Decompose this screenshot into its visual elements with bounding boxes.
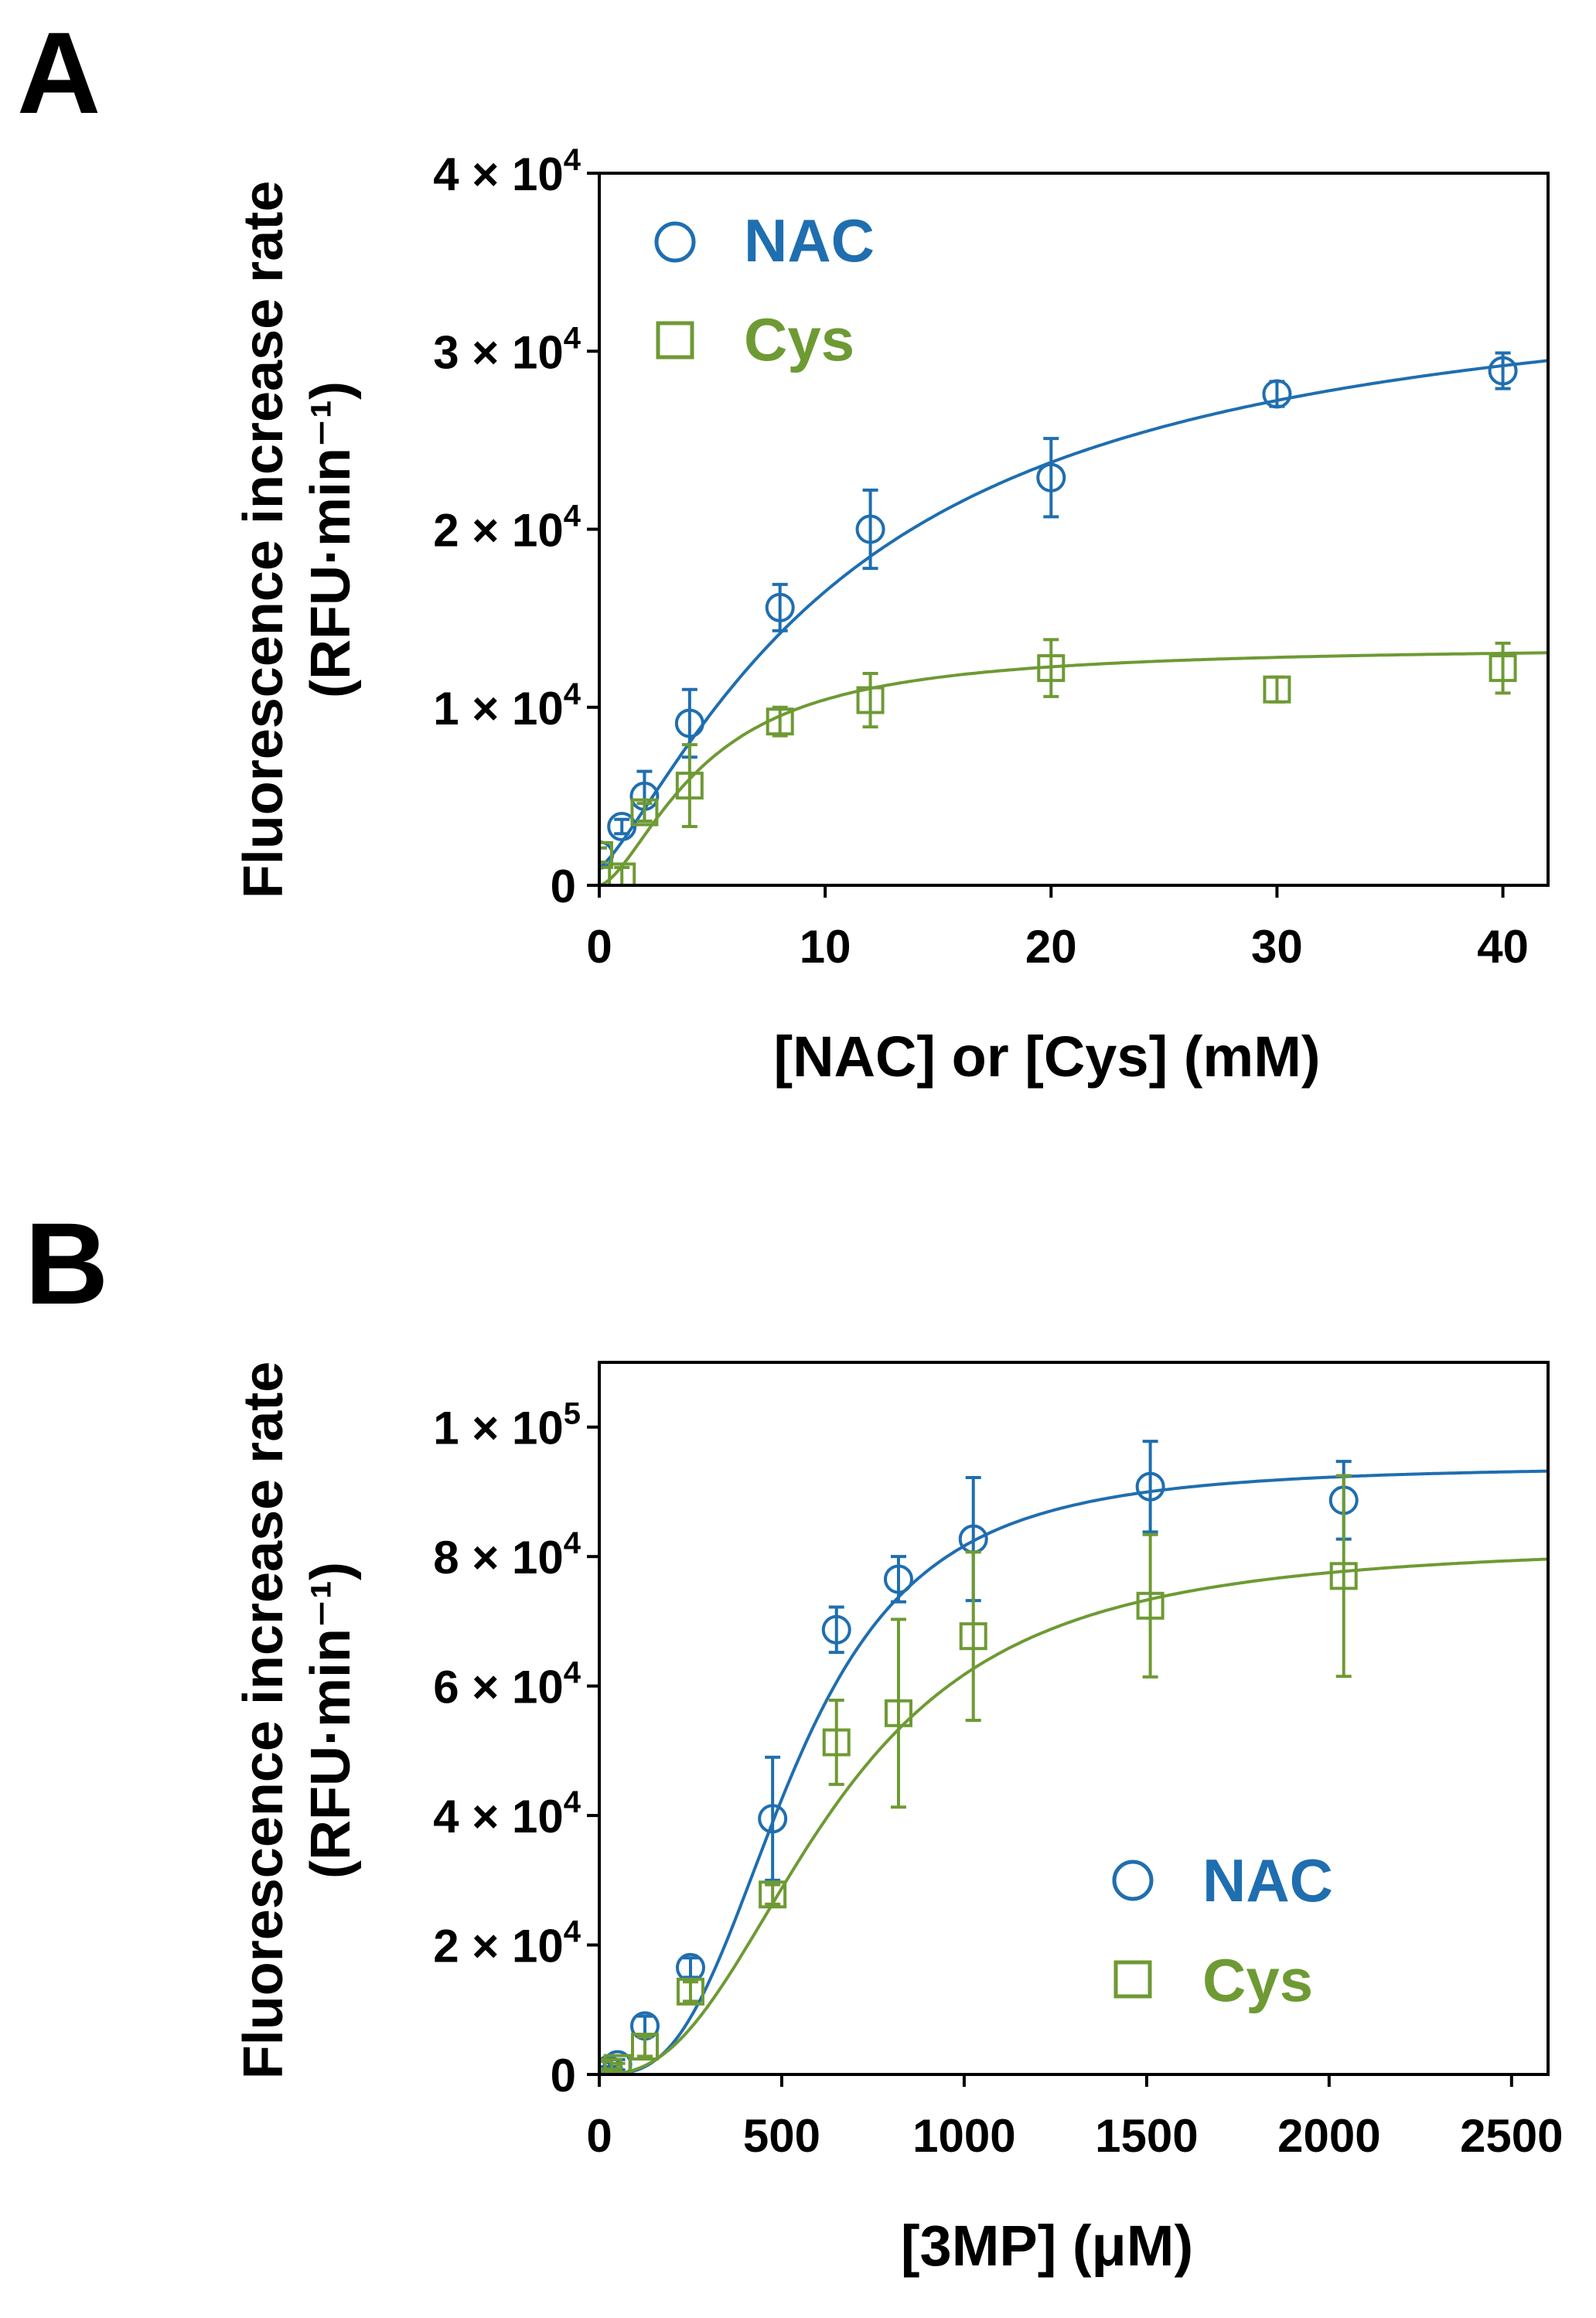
x-tick-label: 1000 <box>912 2110 1015 2162</box>
x-tick-label: 1500 <box>1095 2110 1198 2162</box>
data-point-cys <box>1136 1591 1165 1620</box>
y-tick-label: 0 <box>551 861 576 912</box>
data-point-nac <box>675 1952 705 1982</box>
data-point-nac <box>1488 356 1518 386</box>
data-point-cys <box>766 707 794 736</box>
data-point-nac <box>821 1614 851 1645</box>
panel-a-legend: NAC Cys <box>654 206 875 373</box>
panel-b-legend: NAC Cys <box>1112 1846 1333 2014</box>
data-point-cys <box>1037 654 1066 683</box>
x-tick-label: 0 <box>586 2110 612 2162</box>
x-tick-label: 30 <box>1251 921 1303 973</box>
y-tick-label: 6 × 104 <box>433 1656 581 1713</box>
legend-nac-marker <box>1112 1860 1154 1901</box>
data-point-nac <box>1262 379 1292 409</box>
fit-curve-cys <box>599 651 1548 885</box>
data-point-cys <box>675 772 704 800</box>
panel-a-y-unit: (RFU·min⁻¹) <box>300 381 362 698</box>
data-point-nac <box>674 708 704 738</box>
data-point-nac <box>883 1564 913 1594</box>
data-point-cys <box>603 2054 632 2074</box>
x-tick-label: 20 <box>1025 921 1077 973</box>
x-tick-label: 2500 <box>1460 2110 1563 2162</box>
fit-curve-cys <box>599 1557 1548 2074</box>
legend-nac-label: NAC <box>744 206 875 274</box>
x-tick-label: 10 <box>800 921 851 973</box>
data-point-cys <box>599 840 613 869</box>
data-point-nac <box>1135 1471 1165 1502</box>
panel-b-y-unit: (RFU·min⁻¹) <box>300 1562 362 1879</box>
panel-b-plot-area <box>599 1440 1548 2074</box>
data-point-cys <box>856 686 885 714</box>
panel-b-frame <box>598 1361 1550 2076</box>
data-point-nac <box>607 812 637 842</box>
panel-b: B Fluorescence increase rate (RFU·min⁻¹)… <box>25 1198 1564 2278</box>
data-point-cys <box>822 1728 851 1757</box>
legend-nac-marker <box>654 221 696 263</box>
legend-cys-marker <box>1113 1960 1152 1999</box>
data-point-nac <box>958 1524 988 1554</box>
data-point-cys <box>630 798 659 827</box>
x-tick-label: 0 <box>586 921 612 973</box>
y-tick-label: 0 <box>551 2050 576 2102</box>
x-tick-label: 2000 <box>1277 2110 1380 2162</box>
data-point-cys <box>676 1977 704 2006</box>
fit-curve-nac <box>599 359 1548 869</box>
x-tick-label: 500 <box>743 2110 820 2162</box>
data-point-nac <box>1036 462 1066 493</box>
panel-a-plot-area <box>599 351 1548 885</box>
legend-cys-label: Cys <box>744 305 854 373</box>
panel-b-x-tick-labels: 0 500 1000 1500 2000 2500 <box>586 2110 1563 2162</box>
data-point-nac <box>765 592 795 622</box>
series-cys <box>599 1474 1548 2074</box>
panel-a-x-tick-labels: 0 10 20 30 40 <box>586 921 1529 973</box>
panel-a-tick-marks <box>587 172 1505 898</box>
panel-b-y-title: Fluorescence increase rate <box>233 1362 295 2080</box>
panel-a-y-tick-labels: 0 1 × 104 2 × 104 3 × 104 4 × 104 <box>433 143 581 912</box>
y-tick-label: 1 × 104 <box>433 677 581 735</box>
data-point-cys <box>759 1880 787 1909</box>
y-tick-label: 1 × 105 <box>433 1397 581 1454</box>
data-point-cys <box>1329 1562 1358 1590</box>
y-tick-label: 8 × 104 <box>433 1526 581 1583</box>
y-tick-label: 4 × 104 <box>433 143 581 200</box>
data-point-cys <box>884 1699 912 1727</box>
legend-cys-marker <box>656 321 694 360</box>
x-tick-label: 40 <box>1477 921 1529 973</box>
y-tick-label: 2 × 104 <box>433 1915 581 1972</box>
fit-curve-nac <box>599 1469 1548 2074</box>
data-point-cys <box>1263 675 1291 704</box>
panel-a: A Fluorescence increase rate (RFU·min⁻¹)… <box>17 8 1550 1089</box>
series-cys <box>599 638 1548 885</box>
panel-a-label: A <box>17 8 101 138</box>
data-point-cys <box>959 1622 987 1651</box>
panel-a-frame <box>598 172 1550 887</box>
y-tick-label: 3 × 104 <box>433 321 581 378</box>
data-point-nac <box>758 1804 788 1834</box>
legend-cys-label: Cys <box>1202 1946 1313 2014</box>
panel-a-y-title: Fluorescence increase rate <box>233 181 295 899</box>
legend-nac-label: NAC <box>1202 1846 1333 1914</box>
panel-b-y-tick-labels: 0 2 × 104 4 × 104 6 × 104 8 × 104 1 × 105 <box>433 1397 581 2102</box>
data-point-cys <box>630 2032 659 2061</box>
panel-b-tick-marks <box>587 1425 1513 2087</box>
panel-b-label: B <box>25 1198 108 1328</box>
data-point-nac <box>855 514 885 544</box>
y-tick-label: 2 × 104 <box>433 499 581 557</box>
panel-a-x-title: [NAC] or [Cys] (mM) <box>773 1024 1320 1089</box>
data-point-cys <box>1489 654 1517 683</box>
data-point-cys <box>608 862 636 885</box>
panel-b-x-title: [3MP] (μM) <box>901 2214 1193 2278</box>
y-tick-label: 4 × 104 <box>433 1785 581 1842</box>
